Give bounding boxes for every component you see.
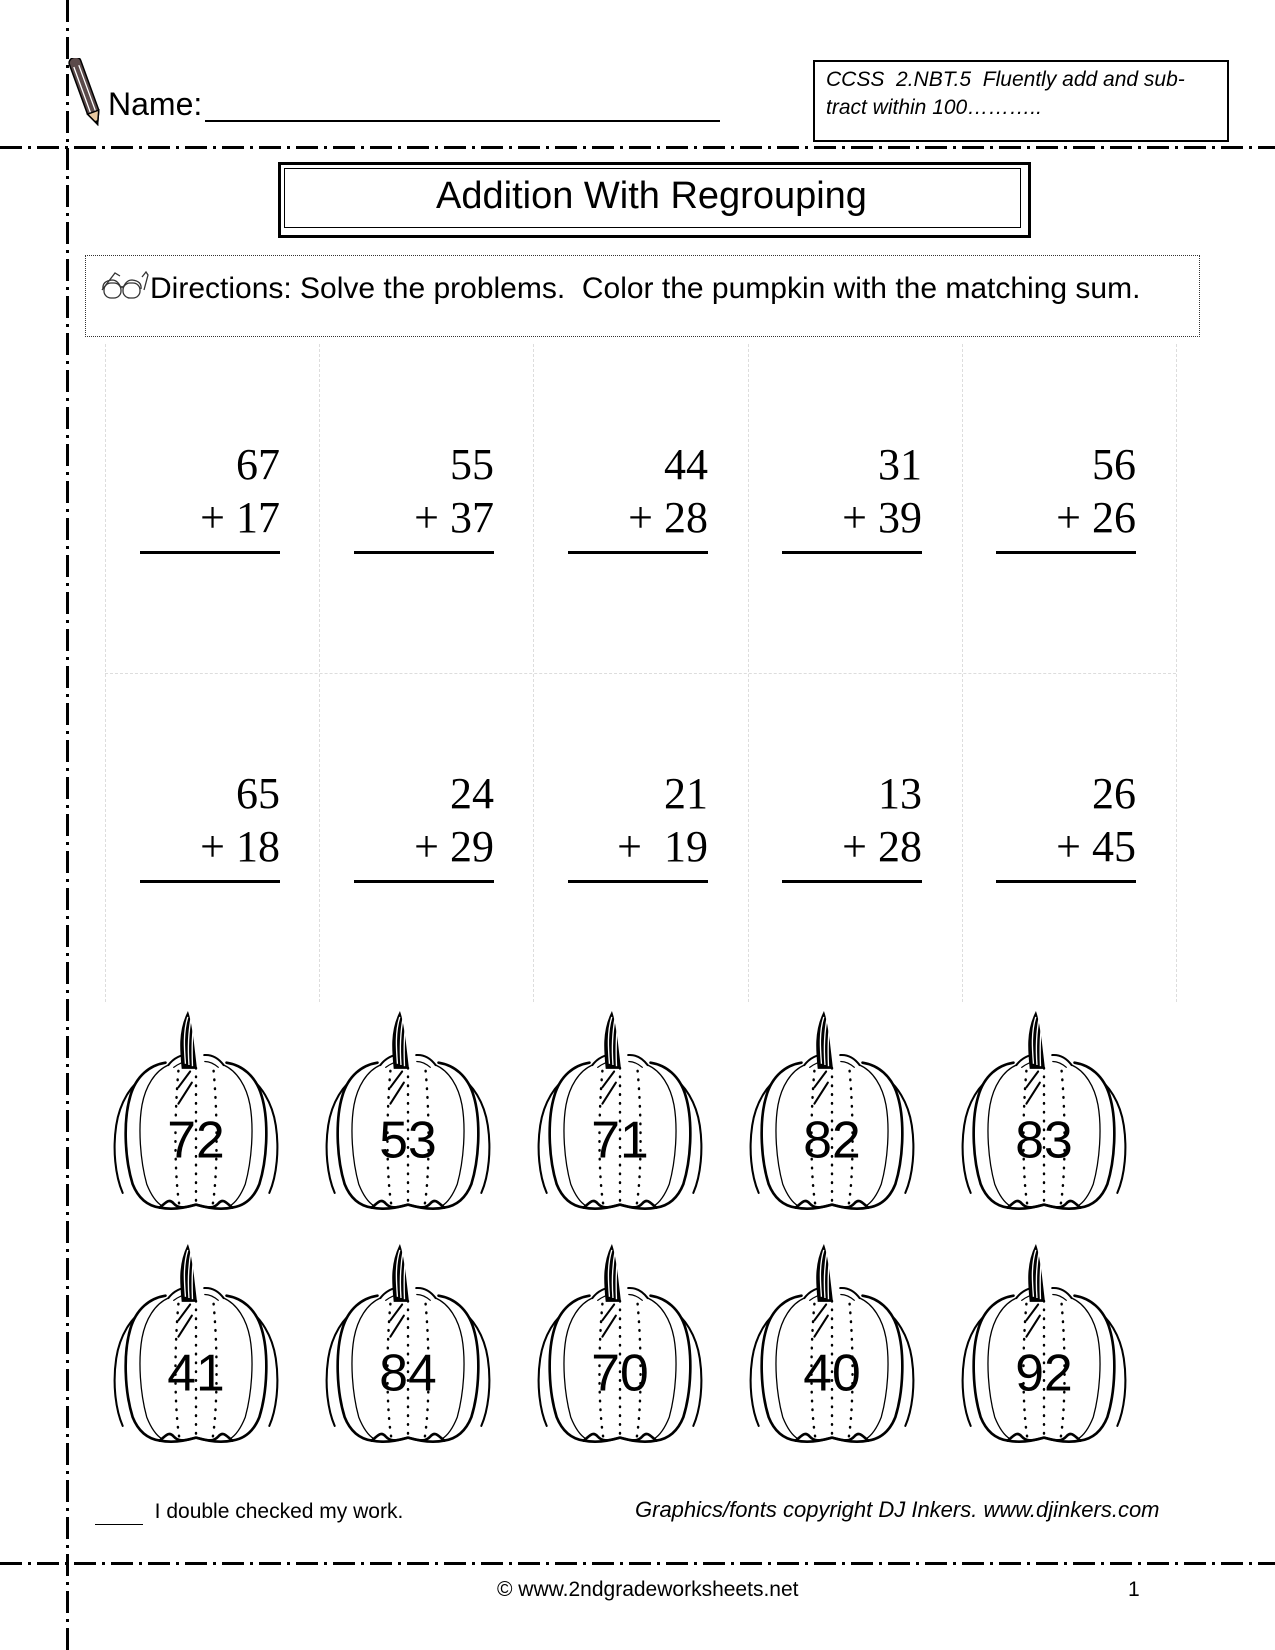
svg-text:70: 70 <box>591 1344 648 1402</box>
svg-text:53: 53 <box>379 1111 436 1169</box>
svg-text:84: 84 <box>379 1344 436 1402</box>
svg-text:92: 92 <box>1015 1344 1072 1402</box>
svg-text:82: 82 <box>803 1111 860 1169</box>
svg-text:72: 72 <box>167 1111 224 1169</box>
svg-text:83: 83 <box>1015 1111 1072 1169</box>
svg-text:41: 41 <box>167 1344 224 1402</box>
svg-text:71: 71 <box>591 1111 648 1169</box>
svg-text:40: 40 <box>803 1344 860 1402</box>
